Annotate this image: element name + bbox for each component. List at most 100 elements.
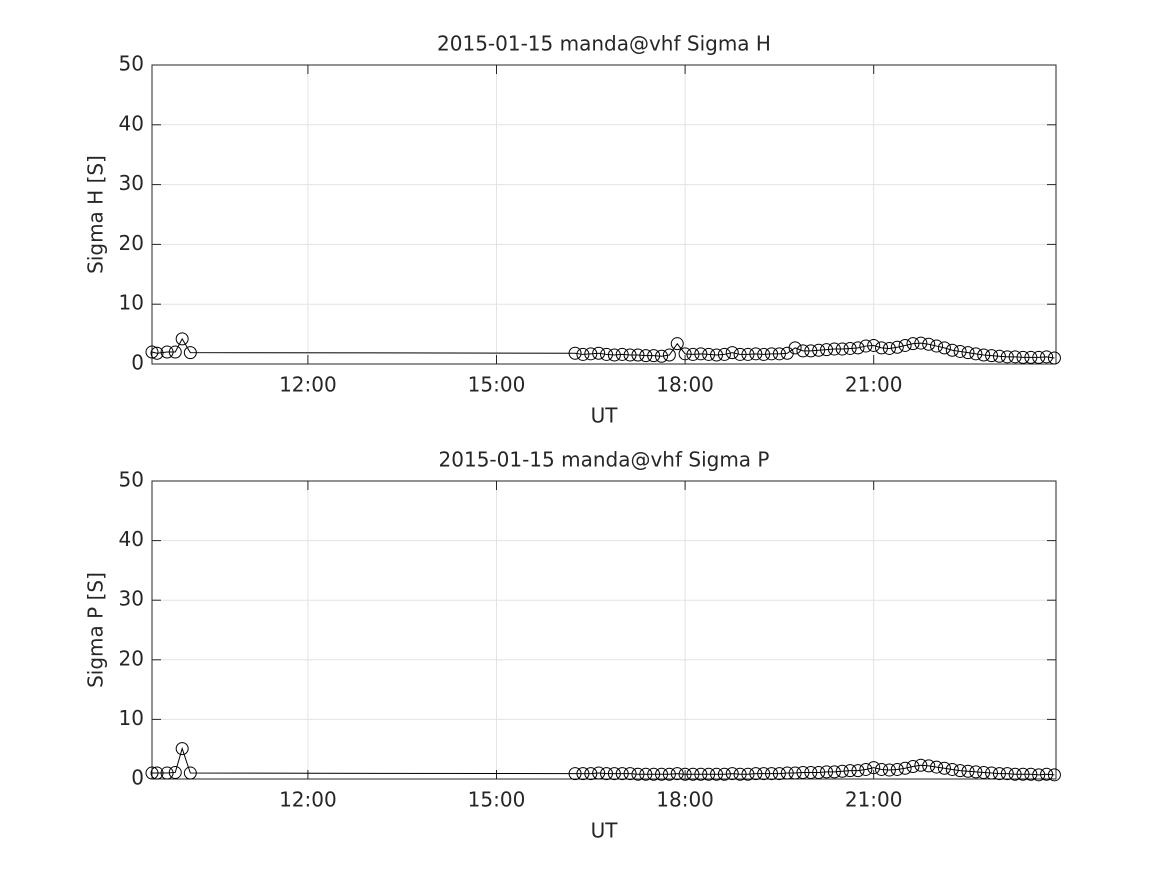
data-point [796, 765, 810, 779]
data-point [145, 766, 159, 780]
data-point [969, 765, 983, 779]
data-point [717, 347, 731, 361]
data-point [1008, 350, 1022, 364]
data-point [1000, 767, 1014, 781]
data-point [175, 332, 189, 346]
data-point [859, 762, 873, 776]
y-tick-label: 40 [119, 527, 144, 551]
data-point [615, 767, 629, 781]
data-point [741, 347, 755, 361]
data-point [1032, 768, 1046, 782]
data-point [1040, 767, 1054, 781]
data-point [702, 347, 716, 361]
data-point [749, 767, 763, 781]
data-point [1047, 768, 1061, 782]
x-tick-label: 18:00 [656, 788, 714, 812]
data-point [977, 765, 991, 779]
data-point [906, 759, 920, 773]
data-point [788, 341, 802, 355]
data-point [623, 348, 637, 362]
data-point [725, 767, 739, 781]
chart-title: 2015-01-15 manda@vhf Sigma H [437, 32, 771, 56]
data-point [1024, 767, 1038, 781]
data-point [639, 349, 653, 363]
data-point [623, 767, 637, 781]
data-point [160, 345, 174, 359]
data-point [843, 341, 857, 355]
data-point [772, 347, 786, 361]
data-point [568, 767, 582, 781]
data-point [985, 349, 999, 363]
data-point [710, 348, 724, 362]
x-tick-label: 18:00 [656, 373, 714, 397]
data-point [647, 767, 661, 781]
data-point [804, 765, 818, 779]
data-point [145, 345, 159, 359]
data-point [1016, 767, 1030, 781]
y-tick-label: 20 [119, 646, 144, 670]
data-point [733, 767, 747, 781]
data-point [788, 766, 802, 780]
data-point [992, 767, 1006, 781]
y-tick-label: 10 [119, 291, 144, 315]
data-point [922, 759, 936, 773]
data-point [741, 767, 755, 781]
data-point [150, 346, 164, 360]
data-point [765, 347, 779, 361]
data-point [812, 343, 826, 357]
y-tick-label: 10 [119, 706, 144, 730]
y-tick-label: 30 [119, 171, 144, 195]
data-point [843, 764, 857, 778]
data-point [961, 346, 975, 360]
data-point [631, 767, 645, 781]
y-tick-label: 30 [119, 587, 144, 611]
data-point [1000, 350, 1014, 364]
y-tick-label: 0 [131, 766, 144, 790]
data-point [662, 767, 676, 781]
data-point [835, 342, 849, 356]
data-point [827, 342, 841, 356]
data-point [914, 758, 928, 772]
data-point [757, 347, 771, 361]
data-point [780, 766, 794, 780]
data-point [882, 763, 896, 777]
y-tick-label: 50 [119, 468, 144, 492]
data-point [160, 766, 174, 780]
data-point [1024, 350, 1038, 364]
x-axis-label: UT [591, 404, 619, 428]
data-line [151, 337, 1055, 359]
data-point [796, 344, 810, 358]
chart-title: 2015-01-15 manda@vhf Sigma P [439, 448, 770, 472]
data-point [820, 343, 834, 357]
y-axis-label: Sigma P [S] [84, 572, 108, 688]
data-point [937, 761, 951, 775]
y-tick-label: 40 [119, 111, 144, 135]
data-point [607, 348, 621, 362]
x-tick-label: 12:00 [279, 788, 337, 812]
data-point [183, 766, 197, 780]
x-tick-label: 12:00 [279, 373, 337, 397]
data-point [1016, 350, 1030, 364]
data-point [694, 347, 708, 361]
data-point [953, 764, 967, 778]
data-point [765, 767, 779, 781]
data-point [584, 767, 598, 781]
data-point [922, 337, 936, 351]
data-point [749, 347, 763, 361]
data-point [670, 337, 684, 351]
data-point [678, 767, 692, 781]
data-point [592, 346, 606, 360]
data-point [898, 761, 912, 775]
data-point [607, 767, 621, 781]
data-point [969, 347, 983, 361]
data-point [827, 765, 841, 779]
data-point [992, 349, 1006, 363]
data-point [914, 336, 928, 350]
data-point [725, 346, 739, 360]
data-point [772, 767, 786, 781]
data-point [812, 765, 826, 779]
data-point [576, 767, 590, 781]
data-point [875, 341, 889, 355]
data-point [1032, 350, 1046, 364]
